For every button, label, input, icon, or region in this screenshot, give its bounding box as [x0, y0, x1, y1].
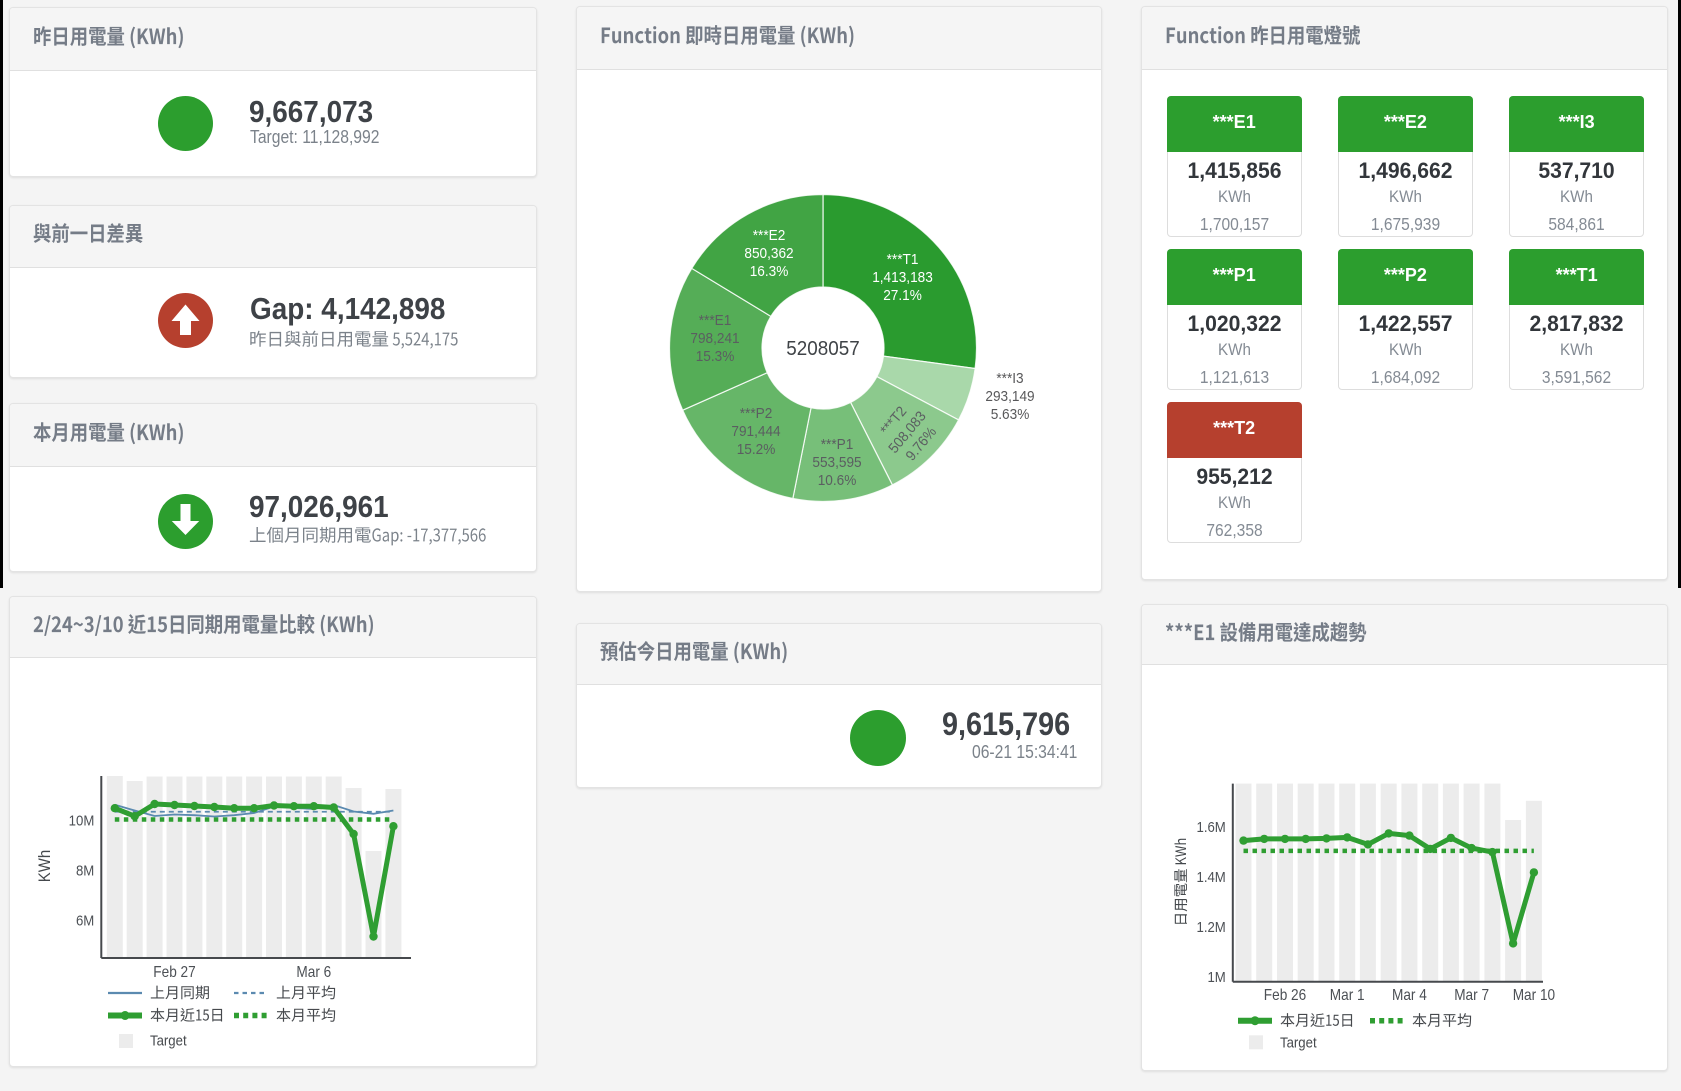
svg-text:10M: 10M [69, 812, 95, 829]
svg-text:***E2: ***E2 [753, 227, 786, 243]
svg-text:Mar 4: Mar 4 [1392, 987, 1427, 1004]
svg-text:Target: Target [150, 1032, 187, 1049]
svg-text:Target: Target [1280, 1033, 1317, 1050]
svg-text:15.3%: 15.3% [696, 348, 735, 364]
svg-text:Feb 27: Feb 27 [153, 964, 195, 981]
svg-text:***P2: ***P2 [740, 405, 773, 421]
svg-text:1.6M: 1.6M [1196, 818, 1225, 835]
svg-text:6M: 6M [76, 912, 94, 929]
svg-text:10.6%: 10.6% [818, 472, 857, 488]
svg-text:***E1: ***E1 [699, 312, 732, 328]
svg-text:1,413,183: 1,413,183 [872, 269, 933, 285]
svg-text:KWh: KWh [36, 850, 54, 882]
svg-text:798,241: 798,241 [690, 330, 739, 346]
svg-text:15.2%: 15.2% [737, 441, 776, 457]
svg-text:Mar 10: Mar 10 [1513, 987, 1555, 1004]
svg-text:***T1: ***T1 [887, 251, 919, 267]
svg-text:***P1: ***P1 [821, 436, 854, 452]
svg-text:1M: 1M [1207, 968, 1225, 985]
svg-text:5208057: 5208057 [786, 337, 859, 360]
svg-text:***I3: ***I3 [996, 370, 1023, 386]
svg-text:Mar 1: Mar 1 [1330, 987, 1365, 1004]
svg-text:8M: 8M [76, 862, 94, 879]
svg-text:5.63%: 5.63% [991, 406, 1030, 422]
svg-text:Mar 7: Mar 7 [1454, 987, 1489, 1004]
svg-text:553,595: 553,595 [812, 454, 861, 470]
svg-text:Feb 26: Feb 26 [1264, 987, 1306, 1004]
svg-text:27.1%: 27.1% [883, 287, 922, 303]
svg-text:791,444: 791,444 [731, 423, 780, 439]
svg-text:850,362: 850,362 [744, 245, 793, 261]
svg-text:Mar 6: Mar 6 [296, 964, 331, 981]
svg-text:293,149: 293,149 [985, 388, 1034, 404]
svg-text:1.2M: 1.2M [1196, 918, 1225, 935]
svg-text:16.3%: 16.3% [750, 263, 789, 279]
svg-text:1.4M: 1.4M [1196, 868, 1225, 885]
